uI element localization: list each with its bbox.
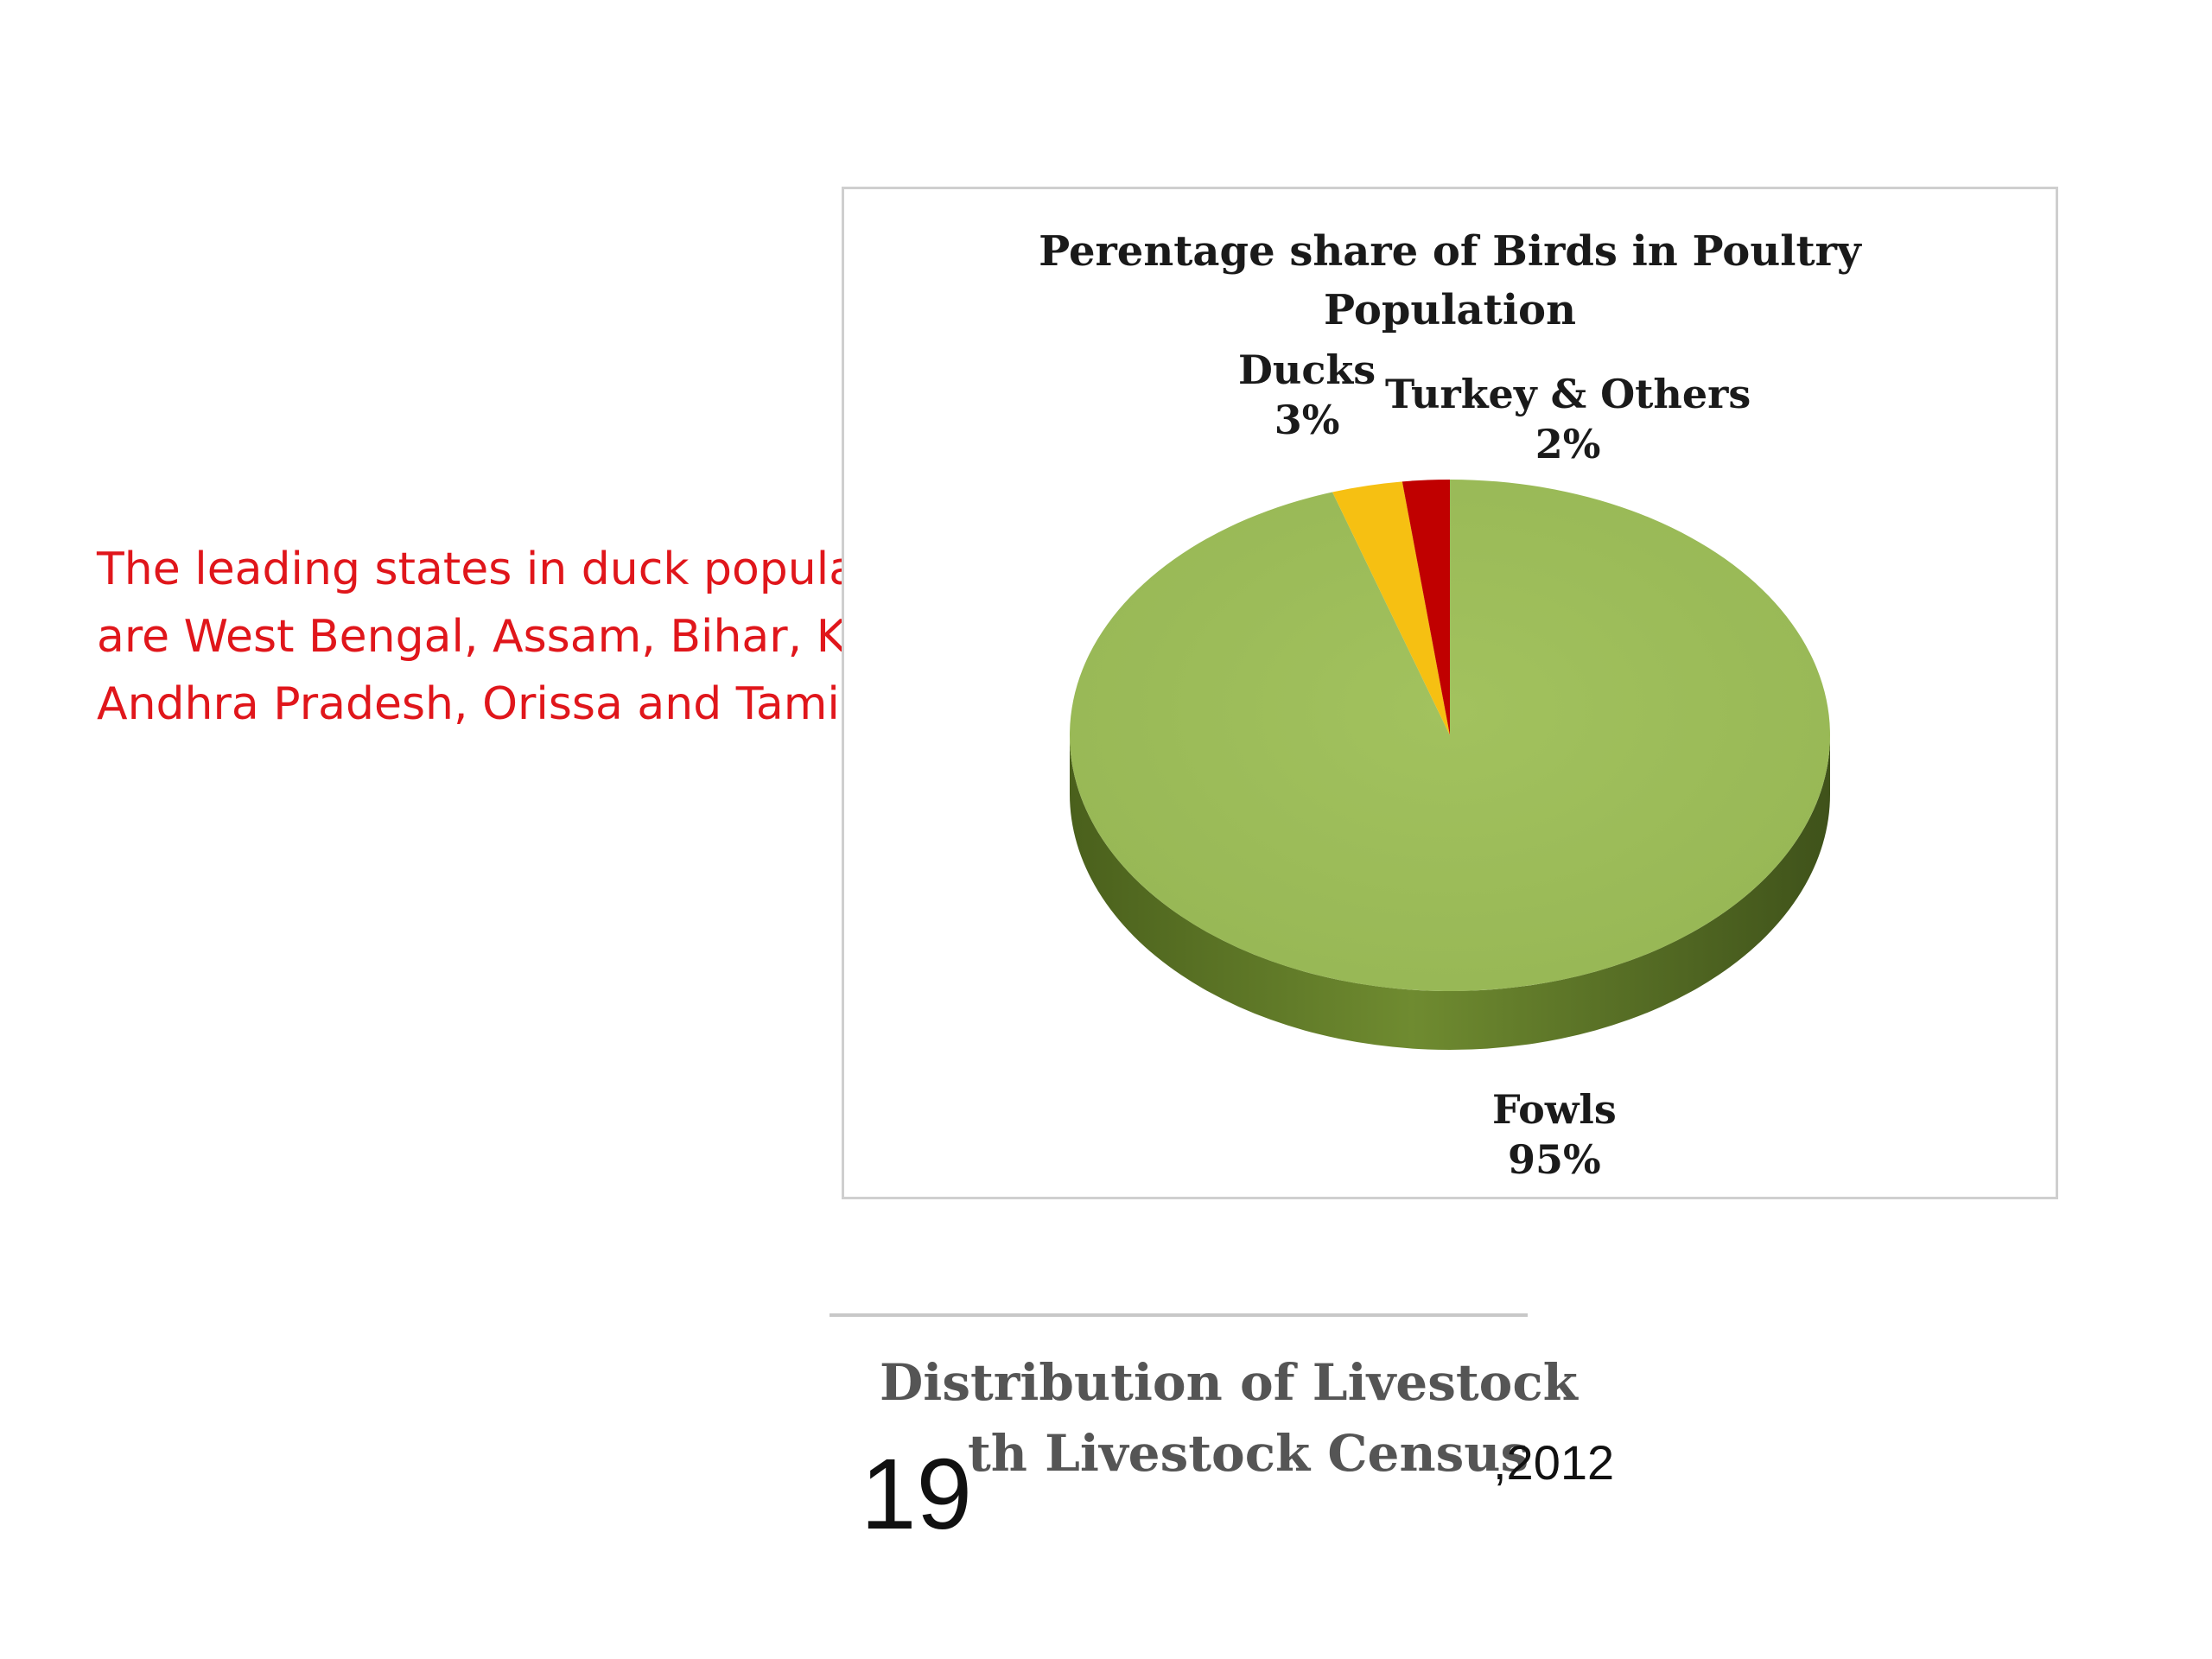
label-fowls-value: 95%	[1508, 1136, 1601, 1183]
pie-chart	[1070, 480, 1830, 1050]
pie-chart-frame: Perentage share of Birds in Poultry Popu…	[842, 187, 2058, 1199]
source-title: Distribution of Livestock	[880, 1353, 1578, 1412]
label-ducks: Ducks 3%	[1238, 345, 1376, 445]
source-divider	[830, 1313, 1528, 1317]
label-turkey-name: Turkey & Others	[1385, 371, 1751, 417]
note-line-2: are West Bengal, Assam, Bihar, Kerala,	[97, 611, 972, 663]
label-fowls-name: Fowls	[1492, 1086, 1617, 1133]
label-turkey-value: 2%	[1535, 421, 1601, 467]
note-line-1: The leading states in duck population	[97, 543, 943, 595]
label-fowls: Fowls 95%	[1492, 1084, 1617, 1185]
census-label: th Livestock Census	[968, 1424, 1529, 1483]
chart-title: Perentage share of Birds in Poultry Popu…	[844, 222, 2056, 340]
pie-side	[1070, 735, 1830, 1050]
chart-title-line-1: Perentage share of Birds in Poultry	[1039, 227, 1861, 276]
pie-slice-ducks	[1332, 481, 1450, 735]
census-year: ,2012	[1493, 1435, 1615, 1490]
label-turkey-others: Turkey & Others 2%	[1385, 369, 1751, 469]
pie-slices	[1070, 480, 1830, 1050]
label-ducks-value: 3%	[1274, 397, 1340, 443]
census-number: 19	[861, 1438, 973, 1550]
pie-slice-turkey-others	[1402, 480, 1450, 735]
label-ducks-name: Ducks	[1238, 346, 1376, 393]
chart-title-line-2: Population	[1324, 286, 1576, 334]
